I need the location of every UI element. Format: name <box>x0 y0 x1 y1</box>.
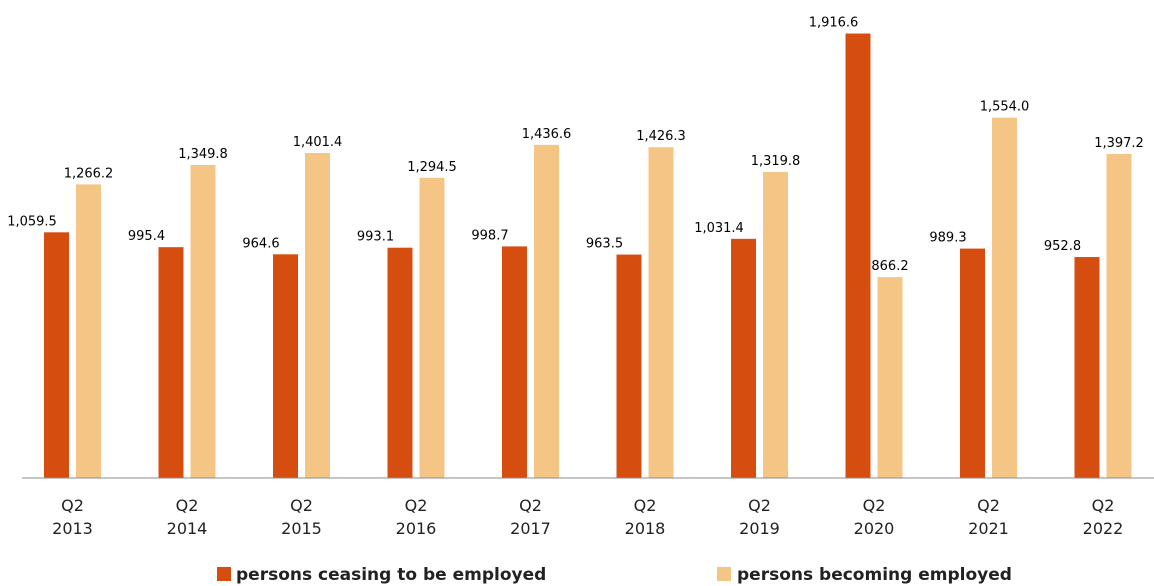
bar-ceasing-2020 <box>845 33 871 478</box>
tick-label-year: 2014 <box>167 519 208 538</box>
bar-ceasing-2017 <box>502 246 527 478</box>
tick-label-year: 2017 <box>510 519 551 538</box>
bar-becoming-2020 <box>877 277 903 478</box>
label-becoming-2022: 1,397.2 <box>1094 136 1144 151</box>
bar-ceasing-2013 <box>44 232 69 478</box>
label-ceasing-2015: 964.6 <box>242 236 279 251</box>
label-becoming-2021: 1,554.0 <box>980 100 1030 115</box>
tick-label-year: 2019 <box>739 519 780 538</box>
bar-ceasing-2022 <box>1074 257 1100 478</box>
tick-label-year: 2016 <box>396 519 437 538</box>
tick-label-quarter: Q2 <box>176 496 199 515</box>
tick-label-quarter: Q2 <box>61 496 84 515</box>
bar-ceasing-2018 <box>616 254 642 478</box>
legend-swatch-ceasing <box>217 567 231 581</box>
tick-label-quarter: Q2 <box>863 496 886 515</box>
label-becoming-2015: 1,401.4 <box>293 135 343 150</box>
tick-label-year: 2021 <box>968 519 1009 538</box>
tick-label-year: 2018 <box>625 519 666 538</box>
label-ceasing-2021: 989.3 <box>929 231 966 246</box>
bar-ceasing-2021 <box>960 248 985 478</box>
legend-swatch-becoming <box>717 567 731 581</box>
label-becoming-2018: 1,426.3 <box>636 129 686 144</box>
label-becoming-2014: 1,349.8 <box>178 147 228 162</box>
bar-becoming-2018 <box>648 147 674 478</box>
tick-label-year: 2020 <box>854 519 895 538</box>
legend-label-becoming: persons becoming employed <box>737 565 1012 585</box>
label-ceasing-2017: 998.7 <box>471 228 508 243</box>
legend: persons ceasing to be employed persons be… <box>217 565 1012 585</box>
tick-label-quarter: Q2 <box>519 496 542 515</box>
tick-label-quarter: Q2 <box>405 496 428 515</box>
label-ceasing-2013: 1,059.5 <box>7 214 57 229</box>
bar-ceasing-2015 <box>273 254 298 478</box>
label-becoming-2019: 1,319.8 <box>751 154 801 169</box>
label-ceasing-2016: 993.1 <box>357 230 394 245</box>
bar-becoming-2019 <box>763 171 788 478</box>
bars-layer: 1,059.5 1,266.2 995.4 1,349.8 964.6 1,401.4 99… <box>7 16 1144 479</box>
tick-label-quarter: Q2 <box>748 496 771 515</box>
bar-becoming-2015 <box>305 153 330 479</box>
label-ceasing-2020: 1,916.6 <box>809 16 859 31</box>
tick-label-quarter: Q2 <box>634 496 657 515</box>
legend-label-ceasing: persons ceasing to be employed <box>236 565 546 585</box>
tick-label-year: 2013 <box>52 519 93 538</box>
label-becoming-2013: 1,266.2 <box>64 166 114 181</box>
tick-label-quarter: Q2 <box>290 496 313 515</box>
label-becoming-2020: 866.2 <box>871 259 908 274</box>
label-ceasing-2018: 963.5 <box>586 237 623 252</box>
bar-ceasing-2014 <box>158 247 184 478</box>
label-becoming-2017: 1,436.6 <box>522 127 572 142</box>
tick-label-quarter: Q2 <box>1092 496 1115 515</box>
bar-becoming-2016 <box>419 177 445 478</box>
bar-ceasing-2019 <box>731 238 756 478</box>
bar-becoming-2014 <box>190 164 216 478</box>
tick-label-year: 2022 <box>1083 519 1124 538</box>
x-axis-ticks: Q2 2013 Q2 2014 Q2 2015 Q2 2016 Q2 2017 Q2 2018 Q2 20… <box>52 496 1123 538</box>
bar-becoming-2013 <box>76 184 101 478</box>
label-becoming-2016: 1,294.5 <box>407 160 457 175</box>
label-ceasing-2019: 1,031.4 <box>694 221 744 236</box>
bar-ceasing-2016 <box>387 247 413 478</box>
label-ceasing-2014: 995.4 <box>128 229 165 244</box>
label-ceasing-2022: 952.8 <box>1044 239 1081 254</box>
bar-becoming-2022 <box>1106 153 1132 478</box>
bar-becoming-2017 <box>534 144 559 478</box>
tick-label-quarter: Q2 <box>977 496 1000 515</box>
tick-label-year: 2015 <box>281 519 322 538</box>
bar-becoming-2021 <box>992 117 1017 478</box>
